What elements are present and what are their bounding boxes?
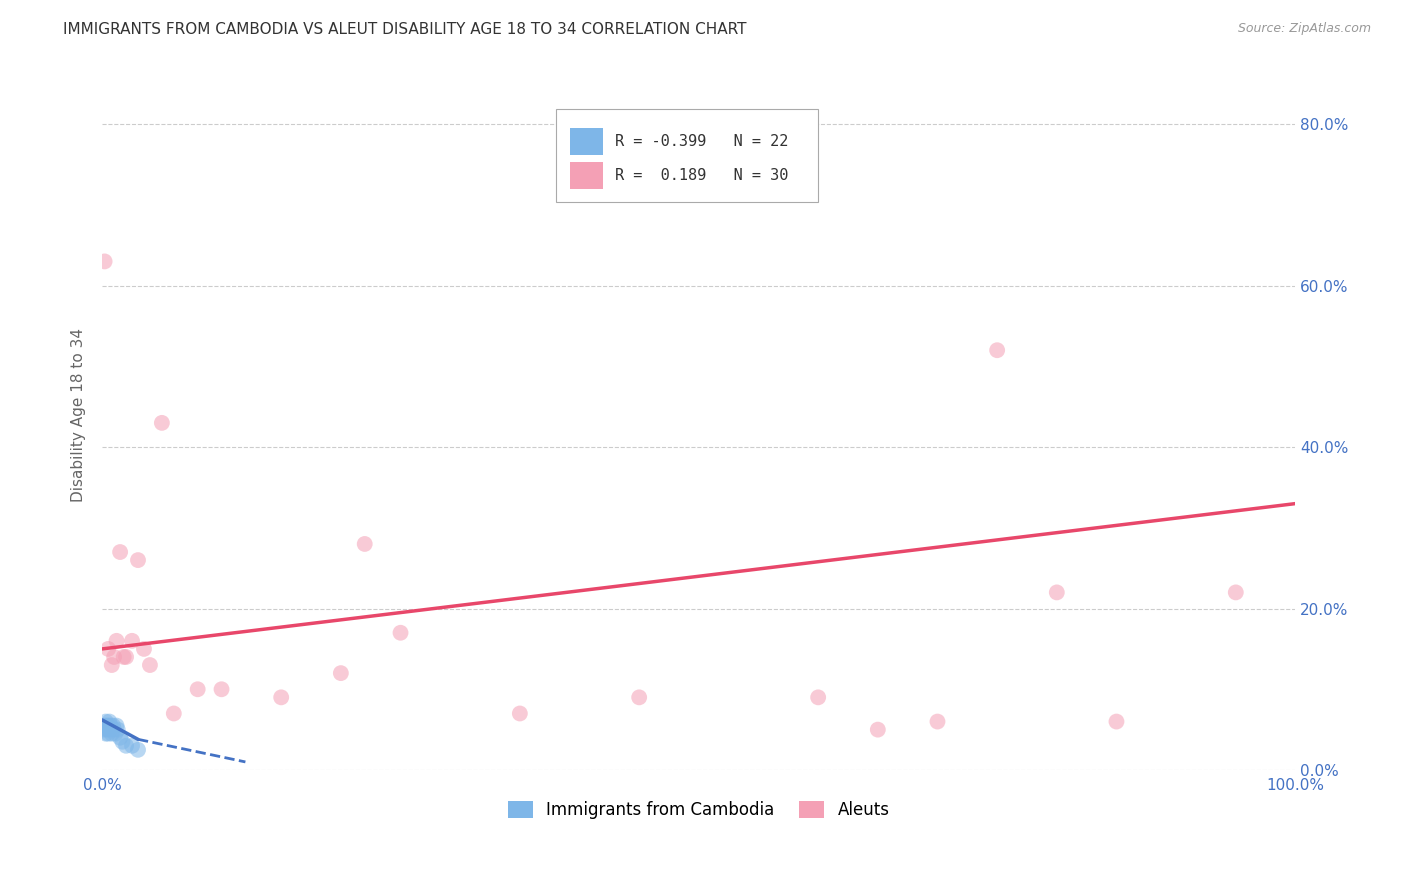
Point — [187, 682, 209, 697]
Point — [115, 650, 138, 665]
Legend: Immigrants from Cambodia, Aleuts: Immigrants from Cambodia, Aleuts — [501, 794, 897, 826]
Point — [98, 723, 121, 737]
Point — [127, 743, 149, 757]
Point — [389, 625, 412, 640]
Text: IMMIGRANTS FROM CAMBODIA VS ALEUT DISABILITY AGE 18 TO 34 CORRELATION CHART: IMMIGRANTS FROM CAMBODIA VS ALEUT DISABI… — [63, 22, 747, 37]
Point — [97, 727, 120, 741]
Point — [108, 731, 131, 745]
Point — [121, 633, 143, 648]
Point — [96, 718, 118, 732]
Point — [127, 553, 149, 567]
Point — [807, 690, 830, 705]
Point — [105, 718, 128, 732]
Point — [150, 416, 173, 430]
Point — [1105, 714, 1128, 729]
Point — [1046, 585, 1069, 599]
Point — [270, 690, 292, 705]
Point — [509, 706, 531, 721]
Point — [105, 633, 128, 648]
Text: Source: ZipAtlas.com: Source: ZipAtlas.com — [1237, 22, 1371, 36]
Point — [103, 723, 125, 737]
Point — [628, 690, 651, 705]
Point — [927, 714, 949, 729]
Point — [139, 658, 162, 673]
Point — [132, 641, 155, 656]
Point — [104, 727, 127, 741]
Point — [121, 739, 143, 753]
Point — [94, 727, 117, 741]
Point — [101, 718, 124, 732]
Point — [97, 641, 120, 656]
Point — [115, 739, 138, 753]
Point — [93, 254, 115, 268]
Point — [107, 723, 129, 737]
Text: R =  0.189   N = 30: R = 0.189 N = 30 — [616, 168, 789, 183]
Point — [100, 658, 122, 673]
Point — [98, 714, 121, 729]
Point — [108, 545, 131, 559]
Point — [747, 182, 769, 196]
Point — [100, 718, 122, 732]
Point — [94, 714, 117, 729]
FancyBboxPatch shape — [555, 110, 818, 202]
Point — [111, 735, 134, 749]
Point — [93, 723, 115, 737]
Point — [97, 718, 120, 732]
Bar — [569, 161, 603, 189]
Point — [329, 666, 352, 681]
Text: R = -0.399   N = 22: R = -0.399 N = 22 — [616, 134, 789, 149]
Point — [103, 650, 125, 665]
Point — [100, 727, 122, 741]
Point — [93, 718, 115, 732]
Point — [112, 650, 135, 665]
Point — [163, 706, 186, 721]
Bar — [569, 128, 603, 155]
Point — [211, 682, 233, 697]
Point — [866, 723, 889, 737]
Y-axis label: Disability Age 18 to 34: Disability Age 18 to 34 — [72, 327, 86, 502]
Point — [353, 537, 375, 551]
Point — [986, 343, 1008, 358]
Point — [96, 723, 118, 737]
Point — [1225, 585, 1247, 599]
